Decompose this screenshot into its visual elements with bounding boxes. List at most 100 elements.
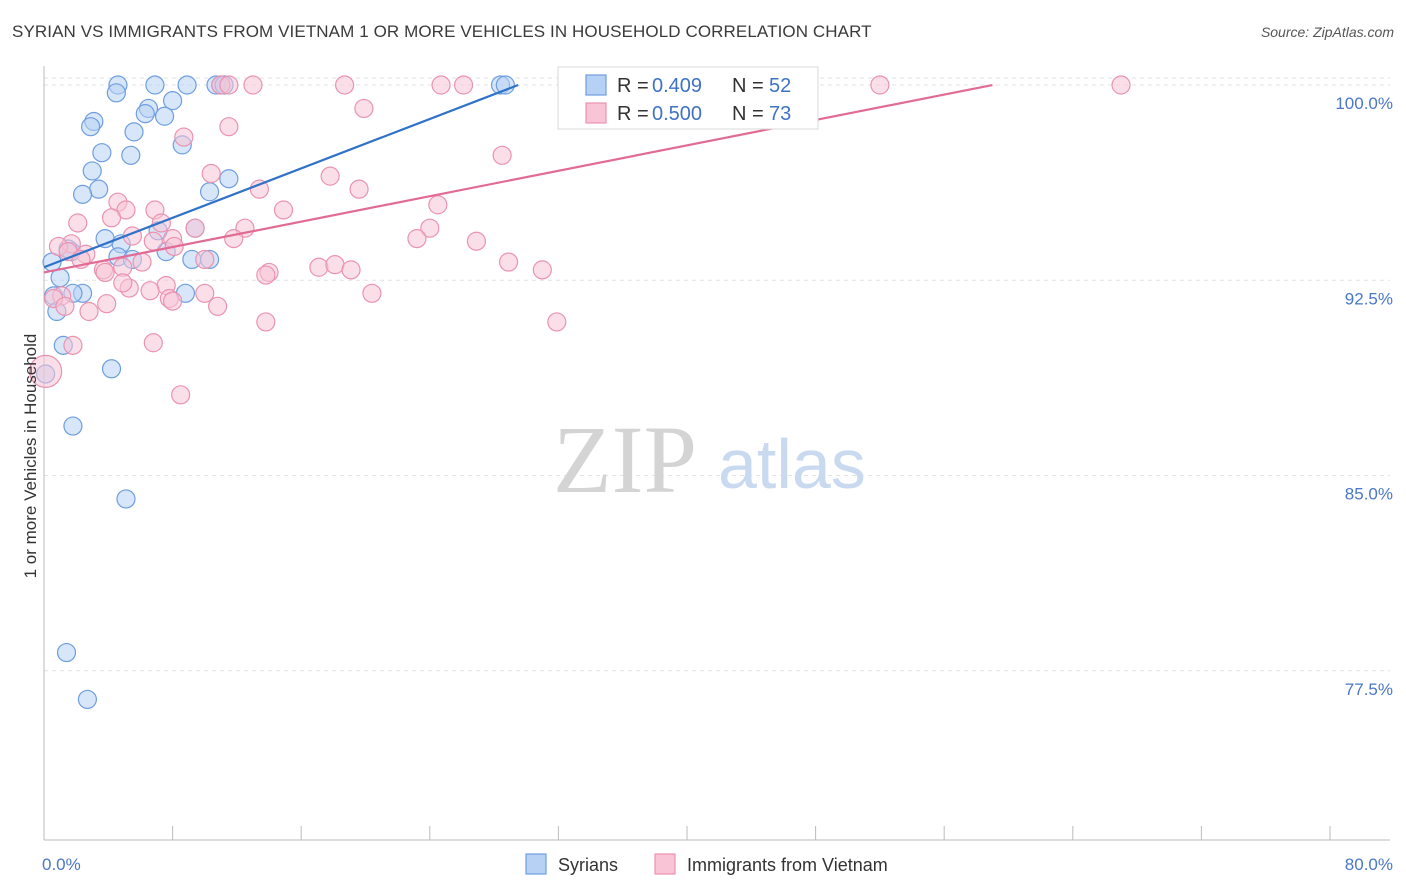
point-vietnam — [219, 117, 239, 137]
point-vietnam — [243, 75, 263, 95]
chart-title: SYRIAN VS IMMIGRANTS FROM VIETNAM 1 OR M… — [12, 22, 872, 41]
point-vietnam — [208, 296, 228, 316]
legend-r-label: R = — [617, 103, 649, 125]
point-vietnam — [453, 75, 474, 95]
x-tick-labels: 0.0% 80.0% — [42, 855, 1393, 874]
point-syrians — [163, 91, 183, 111]
point-vietnam — [163, 291, 183, 311]
point-vietnam — [224, 229, 244, 249]
x-tick-label-max: 80.0% — [1345, 855, 1393, 874]
y-tick-label: 92.5% — [1345, 289, 1393, 308]
point-vietnam — [407, 229, 427, 249]
point-syrians — [101, 359, 122, 379]
point-vietnam — [273, 200, 294, 220]
point-vietnam — [335, 75, 355, 95]
point-vietnam — [325, 255, 345, 275]
point-syrians — [145, 75, 165, 95]
legend-r-value: 0.500 — [652, 103, 702, 125]
legend-box: R = 0.409 N = 52 R = 0.500 N = 73 — [557, 66, 819, 130]
y-tick-label: 77.5% — [1345, 680, 1393, 699]
point-vietnam — [95, 262, 115, 283]
point-syrians — [106, 83, 126, 103]
legend-r-label: R = — [617, 75, 649, 97]
point-syrians — [77, 689, 98, 710]
bottom-legend-label: Syrians — [558, 855, 618, 875]
point-vietnam — [547, 312, 567, 332]
trend-line-vietnam — [43, 83, 993, 274]
point-syrians — [89, 179, 109, 199]
point-syrians — [495, 75, 515, 95]
legend-n-label: N = — [732, 103, 764, 125]
point-vietnam — [185, 218, 205, 238]
point-syrians — [135, 104, 155, 124]
point-vietnam — [256, 265, 276, 285]
point-vietnam — [113, 273, 133, 293]
point-vietnam — [354, 98, 374, 119]
data-points — [29, 75, 1131, 710]
point-vietnam — [362, 283, 382, 303]
point-vietnam — [63, 335, 83, 355]
bottom-legend-swatch — [654, 853, 676, 875]
point-vietnam — [498, 252, 519, 272]
watermark: ZIP atlas — [553, 406, 866, 513]
point-vietnam — [171, 385, 191, 405]
point-vietnam — [140, 281, 160, 301]
point-vietnam — [29, 354, 63, 388]
point-vietnam — [349, 179, 369, 199]
point-vietnam — [97, 294, 117, 314]
watermark-zip: ZIP — [553, 406, 697, 513]
trend-lines — [43, 83, 993, 274]
point-vietnam — [466, 231, 487, 251]
point-vietnam — [143, 333, 163, 353]
point-vietnam — [532, 260, 552, 280]
point-vietnam — [195, 283, 215, 303]
point-syrians — [121, 145, 141, 165]
point-syrians — [92, 143, 112, 163]
point-vietnam — [256, 312, 276, 332]
point-syrians — [199, 182, 220, 202]
point-syrians — [82, 161, 102, 181]
point-vietnam — [55, 296, 75, 316]
bottom-legend-label: Immigrants from Vietnam — [687, 855, 888, 875]
point-syrians — [219, 169, 239, 189]
bottom-legend: Syrians Immigrants from Vietnam — [525, 853, 888, 875]
point-vietnam — [195, 249, 215, 270]
bottom-legend-swatch — [525, 853, 547, 875]
point-syrians — [154, 106, 175, 126]
point-vietnam — [143, 231, 163, 251]
point-syrians — [56, 642, 77, 663]
legend-n-value: 52 — [769, 75, 791, 97]
point-syrians — [63, 416, 83, 436]
point-syrians — [116, 489, 136, 509]
point-vietnam — [492, 145, 512, 165]
trend-line-syrians — [43, 83, 519, 269]
x-tick-label-min: 0.0% — [42, 855, 81, 874]
gridlines — [44, 77, 1390, 672]
point-syrians — [72, 184, 93, 204]
point-syrians — [124, 122, 144, 142]
point-vietnam — [79, 301, 99, 322]
y-axis-label: 1 or more Vehicles in Household — [21, 334, 40, 579]
legend-n-value: 73 — [769, 103, 791, 125]
legend-swatch — [585, 102, 607, 124]
point-vietnam — [249, 179, 270, 199]
y-tick-label: 85.0% — [1345, 485, 1393, 504]
axes — [43, 66, 1390, 841]
y-tick-labels: 77.5% 85.0% 92.5% 100.0% — [1335, 94, 1393, 699]
legend-r-value: 0.409 — [652, 75, 702, 97]
point-vietnam — [132, 252, 152, 272]
point-syrians — [81, 117, 101, 137]
point-vietnam — [320, 166, 340, 186]
watermark-atlas: atlas — [718, 425, 866, 503]
point-vietnam — [420, 218, 440, 238]
point-vietnam — [309, 257, 329, 277]
point-syrians — [177, 75, 197, 95]
legend-n-label: N = — [732, 75, 764, 97]
source-label: Source: ZipAtlas.com — [1260, 24, 1394, 40]
point-vietnam — [219, 75, 239, 95]
point-vietnam — [201, 163, 221, 184]
point-vietnam — [870, 75, 890, 95]
point-vietnam — [1111, 75, 1131, 95]
point-vietnam — [101, 208, 122, 228]
